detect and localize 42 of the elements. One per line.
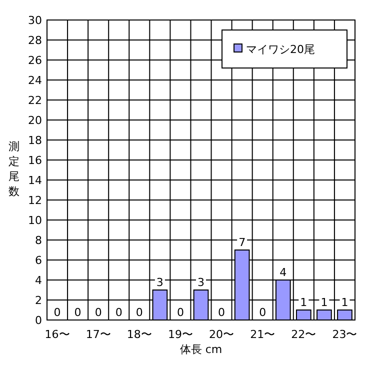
y-axis-title: 測定尾数	[8, 140, 20, 198]
data-label: 0	[136, 306, 143, 319]
data-label: 0	[259, 306, 266, 319]
y-tick-label: 8	[35, 234, 42, 247]
y-tick-label: 30	[28, 14, 42, 27]
y-tick-label: 2	[35, 294, 42, 307]
y-tick-label: 0	[35, 314, 42, 327]
data-label: 1	[341, 296, 348, 309]
y-tick-label: 26	[28, 54, 42, 67]
y-tick-label: 6	[35, 254, 42, 267]
x-tick-label: 16〜	[44, 328, 70, 341]
data-label: 3	[156, 276, 164, 289]
data-label: 3	[198, 276, 204, 289]
data-label: 1	[300, 296, 308, 309]
x-tick-label: 23〜	[332, 328, 358, 341]
y-tick-label: 14	[28, 174, 42, 187]
x-tick-label: 21〜	[250, 328, 276, 341]
y-tick-label: 20	[28, 114, 42, 127]
x-tick-label: 17〜	[86, 328, 111, 341]
y-tick-label: 18	[28, 134, 42, 147]
data-label: 0	[54, 306, 61, 319]
x-axis-title: 体長 cm	[180, 343, 222, 356]
y-tick-label: 4	[35, 274, 42, 287]
data-label: 0	[74, 306, 82, 319]
y-tick-label: 24	[28, 74, 42, 87]
data-label: 0	[218, 306, 226, 319]
data-label: 7	[238, 236, 246, 249]
y-tick-label: 22	[28, 94, 42, 107]
data-label: 0	[94, 306, 102, 319]
x-tick-label: 19〜	[168, 328, 193, 341]
data-label: 0	[115, 306, 122, 319]
data-label: 4	[280, 266, 287, 279]
data-label: 0	[176, 306, 184, 319]
data-label: 1	[320, 296, 328, 309]
y-tick-label: 28	[28, 34, 42, 47]
x-tick-label: 22〜	[291, 328, 316, 341]
x-tick-label: 20〜	[209, 328, 234, 341]
y-tick-label: 10	[28, 214, 42, 227]
x-tick-label: 18〜	[126, 328, 152, 341]
y-tick-label: 12	[28, 194, 42, 207]
legend-label: マイワシ20尾	[246, 43, 315, 56]
y-tick-label: 16	[28, 154, 42, 167]
